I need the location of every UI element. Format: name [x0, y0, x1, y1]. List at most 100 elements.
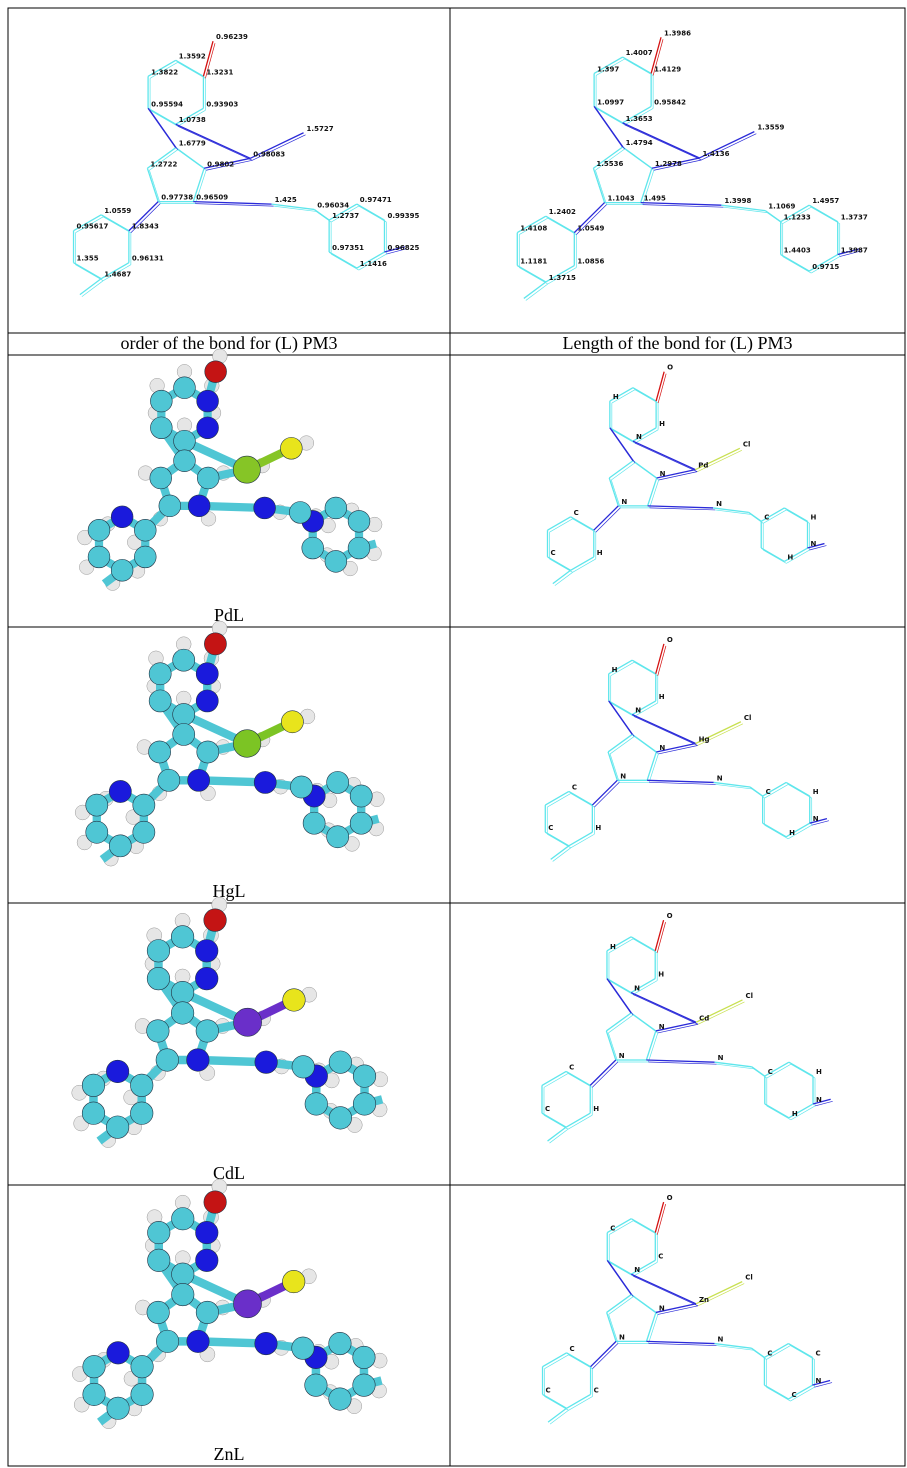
atom [204, 909, 227, 932]
table-row: ZnLOCNNZnClCNNCCCCNCC [72, 1179, 832, 1464]
atom-label: H [659, 420, 665, 428]
bond-line [633, 1221, 657, 1235]
atom-label: N [621, 498, 627, 506]
atom [197, 390, 219, 412]
atom [107, 1342, 129, 1364]
atom-label: C [815, 1349, 820, 1357]
atom-label: N [636, 433, 642, 441]
atom [353, 1374, 375, 1396]
atom [353, 1065, 376, 1088]
atom-label: H [811, 513, 817, 521]
table-cell: 0.958421.36531.09971.3971.40071.41291.08… [517, 29, 868, 354]
bond-line [631, 937, 655, 951]
bond-line [646, 1341, 714, 1343]
atom-label: C [569, 1063, 574, 1071]
bond-line [567, 1353, 591, 1367]
atom [281, 711, 303, 733]
bond-line [544, 1115, 568, 1129]
atom [134, 546, 156, 568]
atom-label: H [597, 549, 603, 557]
atom [196, 1249, 218, 1271]
atom [88, 519, 110, 541]
bond-line [789, 1062, 813, 1076]
atom [156, 1330, 178, 1352]
bond-line [593, 168, 604, 202]
bond-line [610, 428, 633, 461]
bond-line [148, 108, 176, 147]
bond-line [765, 825, 789, 839]
atom [292, 1056, 315, 1079]
bond-line [526, 284, 548, 300]
atom-label: Zn [699, 1296, 709, 1304]
bond-line [632, 734, 656, 752]
atom [350, 785, 372, 807]
atom-label: Pd [698, 462, 708, 470]
bond-line [635, 390, 658, 403]
atom [353, 1346, 375, 1368]
atom-label: H [612, 666, 618, 674]
bond-line [548, 218, 577, 234]
atom-label: 0.96239 [216, 33, 248, 41]
atom [204, 633, 226, 655]
bond-line [767, 1106, 791, 1120]
bond-line [596, 508, 621, 532]
bond-line [74, 263, 102, 279]
atom-label: 1.4794 [626, 139, 653, 147]
bond-line [176, 60, 204, 76]
bond-line [753, 1350, 766, 1359]
atom [150, 390, 172, 412]
atom-label: N [659, 1023, 665, 1031]
bond-line [609, 1297, 634, 1315]
bond-line [545, 832, 569, 846]
bond-line [625, 149, 654, 170]
atom [197, 467, 219, 489]
atom-label: C [594, 1386, 599, 1394]
bond-line [607, 1260, 631, 1294]
atom-label: 0.9715 [812, 263, 839, 271]
bond-line [547, 793, 571, 807]
bond-line [76, 265, 104, 281]
bond-line [591, 1341, 616, 1366]
atom [305, 1093, 328, 1116]
atom [82, 1102, 105, 1125]
bond-line [611, 703, 635, 737]
atom [282, 1270, 304, 1292]
bond-line [764, 1385, 788, 1399]
bond-line [634, 717, 697, 746]
atom [172, 1263, 194, 1285]
bond-line [609, 701, 633, 715]
table-row: CdLOHNNCdClHNNHCCHNCH [72, 897, 833, 1183]
atom-label: N [619, 1333, 625, 1341]
bond-line [566, 1113, 590, 1127]
bond-line [749, 512, 761, 521]
bond-line [542, 1113, 566, 1127]
bond-line [611, 480, 620, 508]
atom [133, 794, 155, 816]
atom [280, 437, 302, 459]
bond-line [634, 662, 658, 676]
bond-line [655, 920, 663, 951]
bond-line [754, 1069, 767, 1078]
atom-label: H [610, 943, 616, 951]
atom-label: 1.425 [275, 196, 297, 204]
atom [329, 1388, 351, 1410]
bond-line [331, 254, 359, 270]
atom-label: 1.4136 [702, 150, 729, 158]
bond-line [592, 1062, 618, 1087]
atom-label: C [548, 824, 553, 832]
bond-line [543, 1394, 567, 1408]
bond-line [550, 1410, 568, 1424]
atom [149, 690, 171, 712]
bond-line [633, 388, 656, 401]
atom-label: 1.0559 [104, 207, 131, 215]
atom [350, 812, 372, 834]
bond-line [314, 209, 329, 220]
atom-label: C [572, 783, 577, 791]
atom-label: N [634, 985, 640, 993]
bond-line [148, 108, 176, 124]
atom-label: C [766, 788, 771, 796]
atom-label: 0.96509 [196, 194, 228, 202]
